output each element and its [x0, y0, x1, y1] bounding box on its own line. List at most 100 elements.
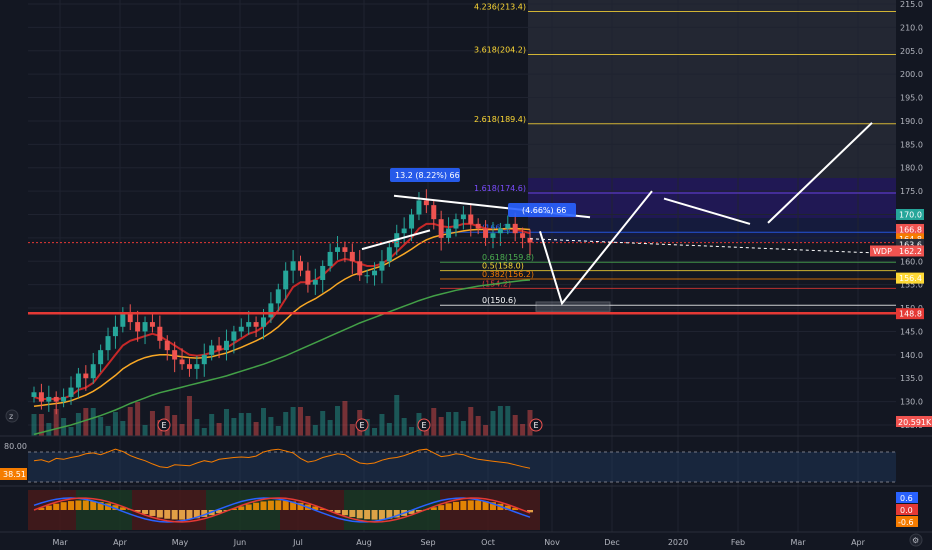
- hist-tick-zero: 0.0: [900, 506, 913, 515]
- price-tag: [896, 308, 924, 320]
- trend-line-lower: [361, 229, 431, 251]
- candle-body: [490, 233, 496, 238]
- candle-body: [31, 392, 37, 397]
- time-tick-label: Jul: [292, 538, 303, 547]
- candle-body: [527, 237, 533, 243]
- volume-bar: [468, 407, 474, 436]
- candle-body: [453, 219, 459, 229]
- volume-bar: [372, 428, 378, 436]
- candle-body: [312, 279, 318, 285]
- hist-bar: [267, 500, 274, 510]
- candle-body: [238, 326, 244, 332]
- earnings-marker: [355, 418, 369, 432]
- fib-level-label: 2.618(189.4): [474, 115, 526, 124]
- hist-bar: [452, 501, 459, 510]
- volume-bar: [98, 417, 104, 436]
- candle-body: [497, 228, 503, 234]
- hist-bar: [238, 506, 245, 510]
- candle-body: [223, 340, 229, 351]
- fib-level-label: 0.382(156.2): [482, 270, 534, 279]
- zoom-icon: z: [9, 412, 13, 421]
- volume-bar: [386, 423, 392, 436]
- volume-bar: [68, 427, 74, 436]
- time-axis: Mar Apr May Jun Jul Aug Sep Oct Nov Dec 2020 Feb Mar…: [52, 538, 865, 547]
- volume-bar: [246, 413, 252, 436]
- candle-body: [201, 354, 207, 365]
- candle-body: [61, 396, 67, 402]
- price-tick-label: 210.0: [900, 23, 923, 32]
- volume-bar: [394, 395, 400, 436]
- candle-body: [105, 336, 111, 351]
- candle-body: [423, 200, 429, 206]
- price-tag-text: 163.6: [899, 240, 922, 249]
- volume-bar: [446, 412, 452, 436]
- hist-bar: [275, 500, 282, 510]
- price-tag-text: 166.8: [899, 225, 922, 234]
- volume-bar: [46, 423, 52, 436]
- hist-bar: [119, 507, 126, 510]
- time-tick-label: May: [172, 538, 189, 547]
- hist-bar: [334, 510, 341, 514]
- candle-body: [275, 289, 281, 304]
- fib-level-label: 1.618(174.6): [474, 184, 526, 193]
- hist-bar: [201, 510, 208, 517]
- candle-body: [320, 265, 326, 280]
- hist-bar: [386, 510, 393, 519]
- time-tick-label: Oct: [481, 538, 495, 547]
- candle-body: [46, 396, 52, 402]
- hist-bar: [445, 503, 452, 510]
- hist-bar: [112, 505, 119, 510]
- price-tick-label: 205.0: [900, 47, 923, 56]
- candle-body: [179, 359, 185, 365]
- price-tick-label: 180.0: [900, 164, 923, 173]
- hist-bar: [489, 502, 496, 510]
- candle-body: [305, 270, 311, 285]
- earnings-marker-label: E: [359, 421, 364, 430]
- zoom-button[interactable]: [5, 409, 19, 423]
- candle-body: [142, 322, 148, 332]
- hist-bar: [475, 500, 482, 510]
- time-tick-label: Apr: [851, 538, 866, 547]
- volume-bar: [105, 426, 111, 436]
- hist-bar: [319, 508, 326, 510]
- volume-bar: [194, 419, 200, 436]
- candle-body: [342, 247, 348, 252]
- hist-tick-neg: -0.6: [898, 518, 914, 527]
- candle-body: [372, 270, 378, 276]
- hist-main-line: [33, 497, 531, 523]
- candle-body: [416, 200, 422, 215]
- hist-bar: [312, 506, 319, 510]
- hist-bar: [230, 508, 237, 510]
- hist-bar: [245, 504, 252, 510]
- volume-bar: [453, 412, 459, 436]
- fib-level-label: (166.2): [482, 223, 511, 232]
- candle-body: [290, 261, 296, 271]
- candle-body: [186, 364, 192, 369]
- projection-leg-3: [767, 122, 873, 224]
- projection-leg-2: [663, 197, 751, 225]
- hist-bar: [193, 510, 200, 519]
- earnings-marker-label: E: [161, 421, 166, 430]
- hist-bar: [60, 502, 67, 510]
- volume-tag: [896, 416, 932, 427]
- candle-body: [83, 373, 89, 379]
- hist-bar: [149, 510, 156, 516]
- volume-bar: [298, 407, 304, 436]
- hist-bar: [186, 510, 193, 520]
- hist-signal-line: [33, 497, 531, 523]
- settings-button[interactable]: [909, 533, 923, 547]
- candle-body: [75, 373, 81, 388]
- projection-zone: [528, 0, 896, 178]
- time-tick-label: Dec: [604, 538, 619, 547]
- symbol-tag: [870, 245, 896, 257]
- hist-bar: [260, 501, 267, 510]
- volume-bar: [283, 412, 289, 436]
- volume-bar: [512, 415, 518, 436]
- volume-bar: [401, 418, 407, 436]
- candle-body: [468, 214, 474, 224]
- price-tick-label: 155.0: [900, 281, 923, 290]
- volume-bar: [460, 421, 466, 436]
- volume-bar: [305, 416, 311, 436]
- hist-shade: [280, 490, 344, 530]
